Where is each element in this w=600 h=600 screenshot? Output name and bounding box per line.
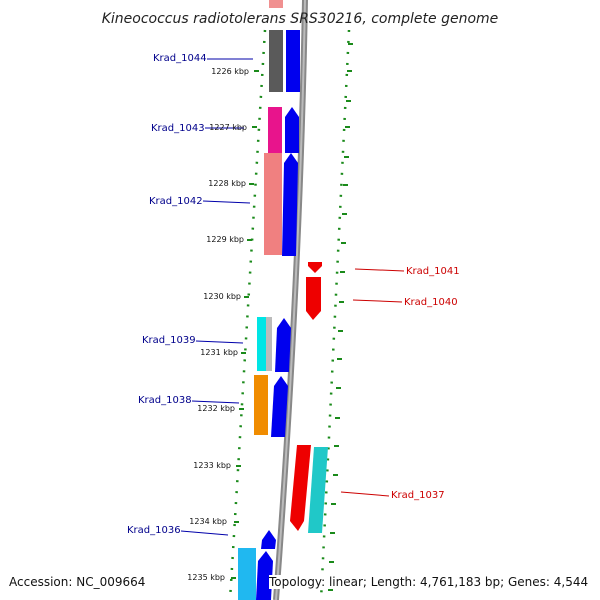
gene-arrow-1044[interactable]: [286, 30, 300, 92]
gene-label-krad-1044[interactable]: Krad_1044: [153, 53, 207, 64]
gene-label-krad-1042[interactable]: Krad_1042: [149, 196, 203, 207]
feature-block-1039[interactable]: [257, 317, 266, 371]
gene-label-krad-1036[interactable]: Krad_1036: [127, 525, 181, 536]
kbp-label: 1234 kbp: [189, 517, 227, 526]
gene-arrows: [256, 30, 328, 600]
gene-label-krad-1041[interactable]: Krad_1041: [406, 266, 460, 277]
genome-title: Kineococcus radiotolerans SRS30216, comp…: [102, 11, 499, 27]
gene-arrow-1037b[interactable]: [308, 447, 328, 533]
gene-arrow-1040[interactable]: [306, 277, 321, 320]
feature-block-1042[interactable]: [264, 153, 282, 255]
feature-block-1038[interactable]: [254, 375, 268, 435]
kbp-label: 1232 kbp: [197, 404, 235, 413]
kbp-label: 1230 kbp: [203, 292, 241, 301]
gene-arrow-1036a[interactable]: [261, 530, 276, 549]
gene-arrow-1041[interactable]: [308, 262, 322, 273]
feature-block-1044[interactable]: [269, 30, 283, 92]
kbp-label: 1235 kbp: [187, 573, 225, 582]
gene-label-krad-1039[interactable]: Krad_1039: [142, 335, 196, 346]
gene-label-krad-1043[interactable]: Krad_1043: [151, 123, 205, 134]
kbp-label: 1233 kbp: [193, 461, 231, 470]
label-connectors: [180, 58, 405, 536]
gene-arrow-1038[interactable]: [271, 376, 288, 437]
kbp-label: 1228 kbp: [208, 179, 246, 188]
gene-arrow-1036b[interactable]: [256, 551, 273, 600]
kbp-label: 1229 kbp: [206, 235, 244, 244]
gene-labels: Krad_1044 Krad_1043 Krad_1042 Krad_1041 …: [127, 53, 460, 536]
feature-block-1036[interactable]: [238, 548, 256, 600]
feature-block-1043[interactable]: [268, 107, 282, 153]
feature-blocks: [238, 0, 283, 600]
kbp-label: 1227 kbp: [209, 123, 247, 132]
kbp-labels: 1226 kbp 1227 kbp 1228 kbp 1229 kbp 1230…: [187, 67, 249, 582]
gene-arrow-1039[interactable]: [275, 318, 291, 372]
right-tick-marks: [328, 43, 353, 591]
kbp-label: 1226 kbp: [211, 67, 249, 76]
kbp-label: 1231 kbp: [200, 348, 238, 357]
gene-label-krad-1040[interactable]: Krad_1040: [404, 297, 458, 308]
gene-arrow-1043[interactable]: [285, 107, 299, 153]
gene-arrow-1042[interactable]: [282, 153, 298, 256]
accession-label: Accession: NC_009664: [9, 575, 146, 589]
gene-label-krad-1037[interactable]: Krad_1037: [391, 490, 445, 501]
genome-summary: Topology: linear; Length: 4,761,183 bp; …: [269, 575, 589, 589]
left-tick-marks: [231, 70, 259, 579]
gene-arrow-1037a[interactable]: [290, 445, 311, 531]
gene-label-krad-1038[interactable]: Krad_1038: [138, 395, 192, 406]
